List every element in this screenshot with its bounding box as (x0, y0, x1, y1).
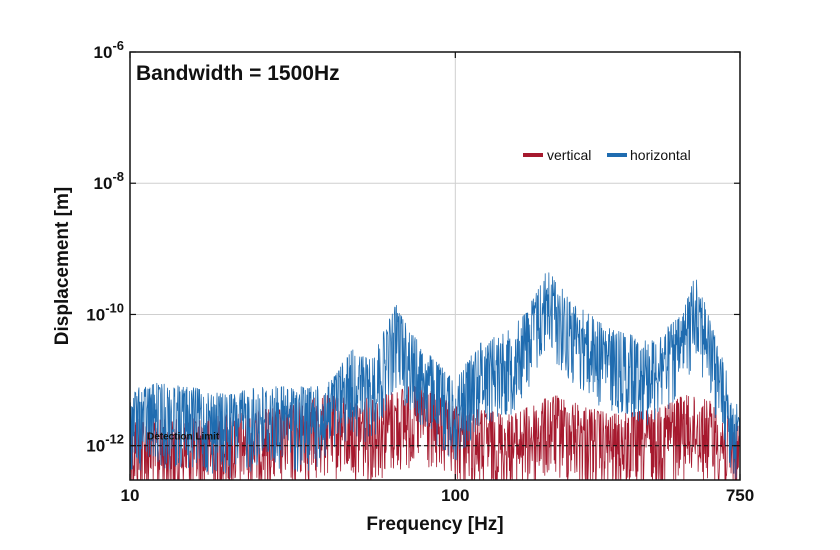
x-tick-label: 10 (121, 486, 140, 505)
plot-frame (129, 51, 741, 481)
bandwidth-annotation: Bandwidth = 1500Hz (136, 62, 340, 85)
legend-label-vertical: vertical (547, 147, 591, 163)
series-line-horizontal (130, 272, 740, 479)
y-tick-label: 10-6 (94, 38, 124, 62)
y-tick-label: 10-12 (86, 432, 124, 456)
x-tick-labels: 10 100 750 (121, 486, 755, 505)
y-axis-title: Displacement [m] (52, 187, 73, 345)
x-tick-label: 100 (441, 486, 469, 505)
y-tick-label: 10-10 (86, 300, 124, 324)
detection-limit-label: Detection Limit (147, 432, 220, 443)
y-tick-labels: 10-12 10-10 10-8 10-6 (86, 38, 124, 456)
legend-label-horizontal: horizontal (630, 147, 691, 163)
legend: vertical horizontal (523, 147, 691, 163)
tick-marks (129, 51, 741, 480)
x-axis-title: Frequency [Hz] (366, 514, 503, 535)
y-tick-label: 10-8 (94, 169, 124, 193)
series-layer (130, 272, 740, 480)
x-tick-label: 750 (726, 486, 754, 505)
